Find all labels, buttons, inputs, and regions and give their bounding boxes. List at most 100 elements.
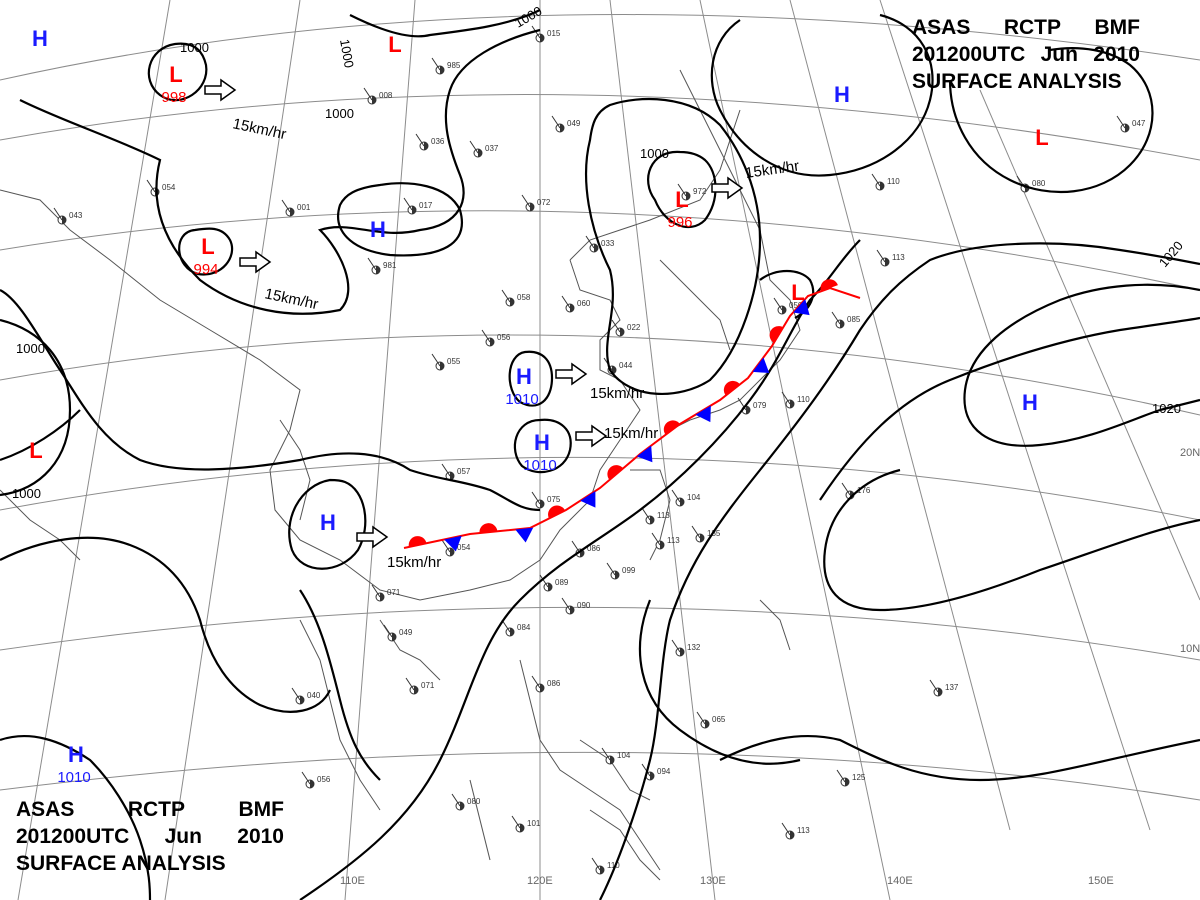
station-pressure-value: 015 <box>547 29 561 38</box>
station-plot: 057 <box>441 463 471 481</box>
wind-barb <box>451 793 461 807</box>
station-pressure-value: 060 <box>577 299 591 308</box>
isobar-1020-label-line <box>1159 398 1200 412</box>
station-plot: 090 <box>561 597 591 615</box>
warm-front-semicircle <box>663 420 680 435</box>
agency-label: ASAS <box>912 16 971 39</box>
station-pressure-value: 086 <box>547 679 561 688</box>
wind-barb <box>415 133 425 147</box>
cloud-cover-marker <box>650 516 654 524</box>
valid-time-label: 201200UTC <box>912 43 1026 66</box>
cloud-cover-marker <box>424 142 428 150</box>
station-pressure-value: 017 <box>419 201 433 210</box>
warm-front-semicircle <box>723 380 740 396</box>
station-plot: 104 <box>601 747 631 765</box>
cold-front-triangle <box>515 527 534 543</box>
wind-barb <box>521 194 531 208</box>
wind-barb <box>1116 115 1126 129</box>
wind-barb <box>383 624 393 638</box>
station-plot: 058 <box>501 289 531 307</box>
station-pressure-value: 104 <box>687 493 701 502</box>
stationary-front <box>403 279 861 552</box>
valid-time-label: 201200UTC <box>16 825 130 848</box>
station-plots: 015 985 037 049 072 033 060 058 056 055 057 075 054 0… <box>53 25 1146 875</box>
station-pressure-value: 001 <box>297 203 311 212</box>
station-pressure-value: 113 <box>667 536 680 545</box>
motion-arrow <box>204 78 237 102</box>
longitude-labels: 110E 120E 130E 140E 150E <box>340 875 1114 887</box>
station-pressure-value: 104 <box>617 751 631 760</box>
station-plot: 085 <box>831 311 861 329</box>
cloud-cover-marker <box>570 606 574 614</box>
cloud-cover-marker <box>510 298 514 306</box>
cloud-cover-marker <box>680 498 684 506</box>
cold-front-triangle <box>695 405 711 423</box>
cloud-cover-marker <box>376 266 380 274</box>
wind-barb <box>601 747 611 761</box>
station-plot: 084 <box>501 619 531 637</box>
wind-barb <box>876 249 886 263</box>
wind-barb <box>511 815 521 829</box>
station-plot: 099 <box>606 562 636 580</box>
cloud-cover-marker <box>790 400 794 408</box>
wind-barb <box>591 857 601 871</box>
latitude-label: 10N <box>1180 643 1200 655</box>
cold-front-triangle <box>444 535 462 552</box>
cloud-cover-marker <box>746 406 750 414</box>
cloud-cover-marker <box>290 208 294 216</box>
station-plot: 054 <box>146 179 176 197</box>
station-plot: 089 <box>539 574 569 592</box>
station-pressure-value: 985 <box>447 61 461 70</box>
cloud-cover-marker <box>490 338 494 346</box>
station-plot: 071 <box>405 677 435 695</box>
isobar-h1010-a <box>508 350 554 407</box>
station-pressure-value: 040 <box>307 691 321 700</box>
station-pressure-value: 080 <box>467 797 481 806</box>
wind-barb <box>469 140 479 154</box>
year-label: 2010 <box>237 825 284 848</box>
latitude-labels: 20N 10N <box>1180 447 1200 655</box>
station-label: RCTP <box>1003 16 1062 39</box>
cloud-cover-marker <box>845 778 849 786</box>
isobar-south-loop <box>638 599 801 765</box>
wind-barb <box>291 687 301 701</box>
low-center-symbol: L <box>388 32 401 57</box>
station-pressure-value: 008 <box>379 91 393 100</box>
station-plot: 110 <box>871 173 900 191</box>
high-center-symbol: H <box>834 82 850 107</box>
isobar-label: 1000 <box>16 341 45 356</box>
wind-barb <box>929 679 939 693</box>
motion-speed-label: 15km/hr <box>590 385 644 402</box>
wind-barb <box>531 675 541 689</box>
cloud-cover-marker <box>510 628 514 636</box>
cold-front-triangle <box>636 445 653 463</box>
motion-arrow <box>239 250 272 274</box>
station-plot: 086 <box>531 675 561 693</box>
station-pressure-value: 972 <box>693 187 707 196</box>
station-pressure-value: 033 <box>601 239 615 248</box>
wind-barb <box>641 763 651 777</box>
wind-barb <box>585 235 595 249</box>
station-pressure-value: 044 <box>619 361 633 370</box>
isobar-1020-band-b <box>819 316 1200 501</box>
pressure-centers: H L H H L L 998 L 994 H L 996 H 1010 H 1010 H 1010 L H L <box>29 26 1048 786</box>
wind-barb <box>871 173 881 187</box>
isobar-label: 1020 <box>1152 401 1181 416</box>
wind-barb <box>441 539 451 553</box>
warm-front-semicircle <box>607 465 624 480</box>
isobar-1000-mid <box>0 289 541 512</box>
station-pressure-value: 057 <box>457 467 471 476</box>
cloud-cover-marker <box>530 203 534 211</box>
year-label: 2010 <box>1093 43 1140 66</box>
warm-front-semicircle <box>769 326 784 343</box>
wind-barb <box>696 711 706 725</box>
center-pressure-value: 998 <box>161 89 186 106</box>
isobar-1000-h-cell <box>337 182 463 257</box>
station-plot: 040 <box>291 687 321 705</box>
isobar-se-loop <box>823 468 1200 612</box>
cloud-cover-marker <box>782 306 786 314</box>
wind-barb <box>781 391 791 405</box>
motion-labels: 15km/hr 15km/hr 15km/hr 15km/hr 15km/hr 15km/… <box>231 115 800 571</box>
station-pressure-value: 056 <box>317 775 331 784</box>
